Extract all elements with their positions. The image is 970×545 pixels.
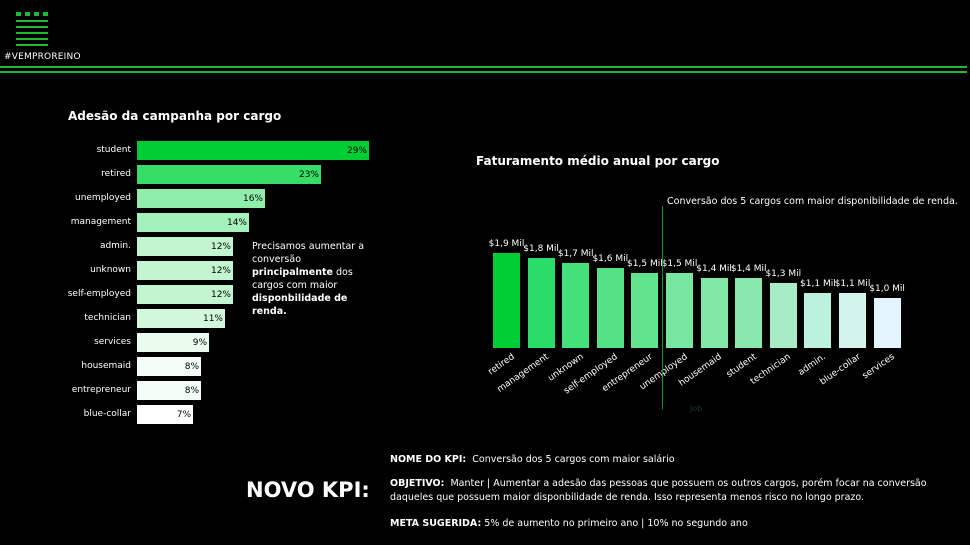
bar-admin [137, 237, 233, 256]
kpi-name-value: Conversão dos 5 cargos com maior salário [472, 454, 675, 465]
column-services [873, 298, 901, 348]
category-label-entrepreneur: entrepreneur [71, 385, 131, 395]
column-value-services: $1,0 Mil [869, 284, 905, 294]
column-value-unknown: $1,7 Mil [557, 249, 594, 259]
bar-entrepreneur [137, 381, 201, 400]
kpi-name-label: NOME DO KPI: [390, 454, 467, 465]
column-self-employed [596, 268, 624, 348]
category-label-unemployed: unemployed [74, 193, 131, 203]
column-value-retired: $1,9 Mil [488, 239, 525, 249]
left-chart-title: Adesão da campanha por cargo [68, 109, 282, 123]
category-label-self-employed: self-employed [67, 289, 131, 299]
bar-housemaid [137, 357, 201, 376]
note-bold-2: disponbilidade de renda. [252, 293, 348, 317]
bar-management [137, 213, 249, 232]
column-unknown [562, 263, 590, 348]
category-label-retired: retired [101, 169, 131, 179]
value-label-retired: 23% [298, 170, 319, 180]
column-value-technician: $1,3 Mil [765, 269, 802, 279]
column-value-entrepreneur: $1,5 Mil [627, 259, 663, 269]
category-label-housemaid: housemaid [81, 361, 131, 371]
bar-student [137, 141, 369, 160]
column-value-blue-collar: $1,1 Mil [834, 279, 871, 289]
column-value-self-employed: $1,6 Mil [592, 254, 629, 264]
note-text-1: Precisamos aumentar a conversão [252, 241, 365, 265]
kpi-heading: NOVO KPI: [246, 478, 370, 502]
value-label-technician: 11% [202, 314, 223, 324]
bar-self-employed [137, 285, 233, 304]
column-value-unemployed: $1,5 Mil [661, 259, 698, 269]
column-blue-collar [839, 293, 866, 348]
value-label-services: 9% [192, 338, 207, 348]
column-value-admin: $1,1 Mil [800, 279, 836, 289]
column-housemaid [700, 278, 728, 348]
column-management [527, 258, 555, 348]
kpi-goal-line: OBJETIVO: Manter | Aumentar a adesão das… [390, 477, 950, 505]
bar-blue-collar [137, 405, 193, 424]
category-label-blue-collar: blue-collar [83, 409, 131, 419]
column-technician [769, 283, 797, 348]
category-label-unknown: unknown [90, 265, 131, 275]
value-label-unemployed: 16% [242, 194, 263, 204]
header-divider-top [0, 66, 967, 68]
brand-hashtag: #VEMPROREINO [4, 52, 81, 62]
value-label-admin: 12% [210, 242, 231, 252]
column-value-management: $1,8 Mil [523, 244, 559, 254]
category-label-services: services [94, 337, 131, 347]
value-label-management: 14% [226, 218, 247, 228]
column-value-student: $1,4 Mil [730, 264, 767, 274]
kpi-goal-value: Manter | Aumentar a adesão das pessoas q… [390, 478, 927, 503]
value-label-self-employed: 12% [210, 290, 231, 300]
header-divider-bottom [0, 71, 967, 73]
bar-services [137, 333, 209, 352]
bar-technician [137, 309, 225, 328]
value-label-unknown: 12% [210, 266, 231, 276]
kpi-meta-line: META SUGERIDA: 5% de aumento no primeiro… [390, 517, 950, 531]
kpi-name-line: NOME DO KPI: Conversão dos 5 cargos com … [390, 453, 950, 467]
top5-divider-line [662, 206, 663, 409]
value-label-blue-collar: 7% [176, 410, 191, 420]
kpi-goal-label: OBJETIVO: [390, 478, 445, 489]
note-text-2: dos cargos com maior [252, 267, 353, 291]
column-value-housemaid: $1,4 Mil [696, 264, 732, 274]
kpi-meta-value: 5% de aumento no primeiro ano | 10% no s… [484, 518, 748, 529]
top5-annotation: Conversão dos 5 cargos com maior disponi… [667, 196, 958, 207]
campaign-note: Precisamos aumentar a conversão principa… [252, 240, 382, 318]
value-label-housemaid: 8% [184, 362, 199, 372]
castle-logo-icon [16, 12, 48, 46]
note-bold-1: principalmente [252, 267, 333, 278]
column-unemployed [666, 273, 693, 348]
category-label-management: management [70, 217, 131, 227]
value-label-student: 29% [346, 146, 367, 156]
category-label-technician: technician [84, 313, 131, 323]
x-axis-title: job [690, 404, 703, 413]
bar-retired [137, 165, 321, 184]
column-student [735, 278, 763, 348]
column-entrepreneur [631, 273, 659, 348]
right-chart-title: Faturamento médio anual por cargo [476, 154, 720, 168]
bar-unemployed [137, 189, 265, 208]
column-admin [804, 293, 832, 348]
kpi-meta-label: META SUGERIDA: [390, 518, 482, 529]
category-label-student: student [96, 145, 131, 155]
category-label-admin: admin. [99, 241, 131, 251]
column-retired [493, 253, 520, 348]
bar-unknown [137, 261, 233, 280]
value-label-entrepreneur: 8% [184, 386, 199, 396]
